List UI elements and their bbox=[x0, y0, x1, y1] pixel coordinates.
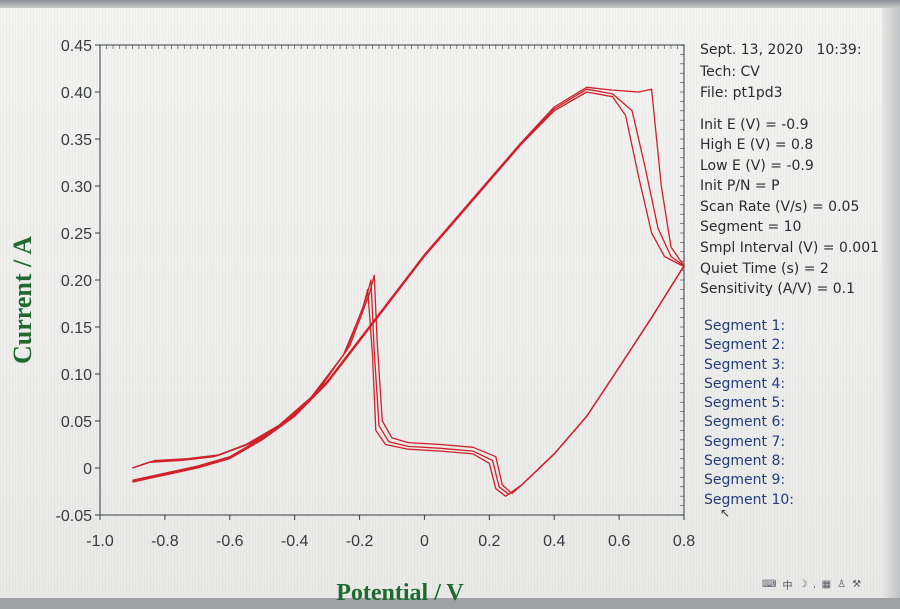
y-tick-label: 0.15 bbox=[61, 320, 92, 337]
monitor-bezel-top bbox=[0, 0, 900, 8]
segment-1-label: Segment 1: bbox=[704, 318, 786, 334]
x-axis-title: Potential / V bbox=[336, 580, 464, 606]
y-tick-label: 0.35 bbox=[61, 132, 92, 149]
y-tick-label: 0 bbox=[83, 461, 92, 478]
segment-8-label: Segment 8: bbox=[704, 453, 786, 470]
comma-icon[interactable]: ‚ bbox=[813, 578, 816, 590]
param-sensitivity: Sensitivity (A/V) = 0.1 bbox=[700, 281, 856, 298]
tech-line: Tech: CV bbox=[700, 63, 760, 80]
segment-9-label: Segment 9: bbox=[704, 472, 786, 489]
param-scan-rate: Scan Rate (V/s) = 0.05 bbox=[700, 198, 860, 215]
cv-cycle-3 bbox=[132, 86, 685, 495]
y-tick-label: 0.05 bbox=[61, 414, 92, 431]
x-tick-label: 0.6 bbox=[608, 533, 630, 550]
info-panel: Sept. 13, 2020 10:39: Tech: CV File: pt1… bbox=[700, 40, 895, 300]
segment-5-label: Segment 5: bbox=[704, 395, 786, 412]
wrench-icon[interactable]: ⚒ bbox=[852, 578, 862, 590]
moon-icon[interactable]: ☽ bbox=[798, 578, 808, 590]
x-tick-label: -0.8 bbox=[151, 533, 179, 550]
ime-icon[interactable]: 中 bbox=[782, 580, 793, 592]
y-tick-label: -0.05 bbox=[56, 508, 93, 525]
cv-cycle-1 bbox=[132, 91, 685, 497]
param-init-pn: Init P/N = P bbox=[700, 178, 780, 195]
keyboard-icon[interactable]: ⌨ bbox=[762, 578, 777, 590]
segment-list: Segment 1: Segment 2: Segment 3: Segment… bbox=[704, 317, 794, 510]
segment-4-label: Segment 4: bbox=[704, 375, 786, 392]
param-init-e: Init E (V) = -0.9 bbox=[700, 116, 809, 133]
param-high-e: High E (V) = 0.8 bbox=[700, 137, 814, 154]
x-tick-label: 0.4 bbox=[543, 533, 565, 550]
y-axis-title: Current / A bbox=[8, 236, 37, 364]
segment-3-label: Segment 3: bbox=[704, 356, 786, 373]
y-tick-label: 0.40 bbox=[61, 85, 92, 102]
screen-area bbox=[0, 8, 900, 598]
x-tick-label: -0.2 bbox=[346, 533, 374, 550]
file-line: File: pt1pd3 bbox=[700, 85, 783, 101]
cv-cycle-2 bbox=[132, 88, 685, 495]
minor-ticks bbox=[99, 44, 685, 516]
segment-2-label: Segment 2: bbox=[704, 337, 786, 354]
param-segment: Segment = 10 bbox=[700, 219, 802, 236]
segment-7-label: Segment 7: bbox=[704, 433, 786, 450]
segment-10-label: Segment 10: bbox=[704, 491, 794, 508]
x-tick-label: 0.2 bbox=[478, 533, 500, 550]
run-time: 10:39: bbox=[816, 42, 862, 58]
mouse-cursor-icon: ↖ bbox=[720, 506, 731, 520]
x-tick-label: -0.6 bbox=[216, 533, 244, 550]
x-tick-label: -1.0 bbox=[86, 533, 114, 550]
y-axis: 0.45 0.40 0.35 0.30 0.25 0.20 0.15 0.10 0.05 0 -0.… bbox=[56, 38, 100, 525]
grid-icon[interactable]: ▦ bbox=[821, 578, 832, 590]
x-axis: -1.0 -0.8 -0.6 -0.4 -0.2 0 0.2 0.4 0.6 0.8 bbox=[86, 515, 695, 550]
x-tick-label: 0 bbox=[420, 533, 429, 550]
monitor-bezel-right bbox=[882, 8, 900, 598]
date-line: Sept. 13, 2020 10:39: bbox=[700, 40, 895, 62]
parameter-list: Init E (V) = -0.9 High E (V) = 0.8 Low E… bbox=[700, 115, 895, 300]
y-tick-label: 0.10 bbox=[61, 367, 92, 384]
param-low-e: Low E (V) = -0.9 bbox=[700, 157, 814, 174]
x-tick-label: -0.4 bbox=[281, 533, 309, 550]
segment-6-label: Segment 6: bbox=[704, 414, 786, 431]
ime-toolbar[interactable]: ⌨ 中 ☽ ‚ ▦ ♙ ⚒ bbox=[762, 576, 872, 592]
y-tick-label: 0.20 bbox=[61, 273, 92, 290]
user-icon[interactable]: ♙ bbox=[837, 578, 847, 590]
y-tick-label: 0.45 bbox=[61, 38, 92, 55]
plot-frame bbox=[99, 44, 685, 516]
y-tick-label: 0.25 bbox=[61, 226, 92, 243]
param-quiet-time: Quiet Time (s) = 2 bbox=[700, 260, 829, 277]
y-tick-label: 0.30 bbox=[61, 179, 92, 196]
param-sample-interval: Smpl Interval (V) = 0.001 bbox=[700, 240, 880, 257]
curves bbox=[132, 86, 685, 497]
x-tick-label: 0.8 bbox=[673, 533, 695, 550]
monitor-bezel-bottom bbox=[0, 598, 900, 609]
run-date: Sept. 13, 2020 bbox=[700, 42, 804, 58]
